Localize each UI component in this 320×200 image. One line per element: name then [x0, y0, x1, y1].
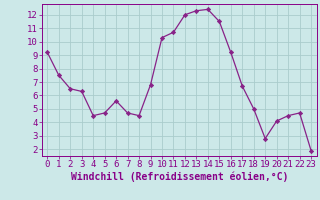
X-axis label: Windchill (Refroidissement éolien,°C): Windchill (Refroidissement éolien,°C) — [70, 172, 288, 182]
